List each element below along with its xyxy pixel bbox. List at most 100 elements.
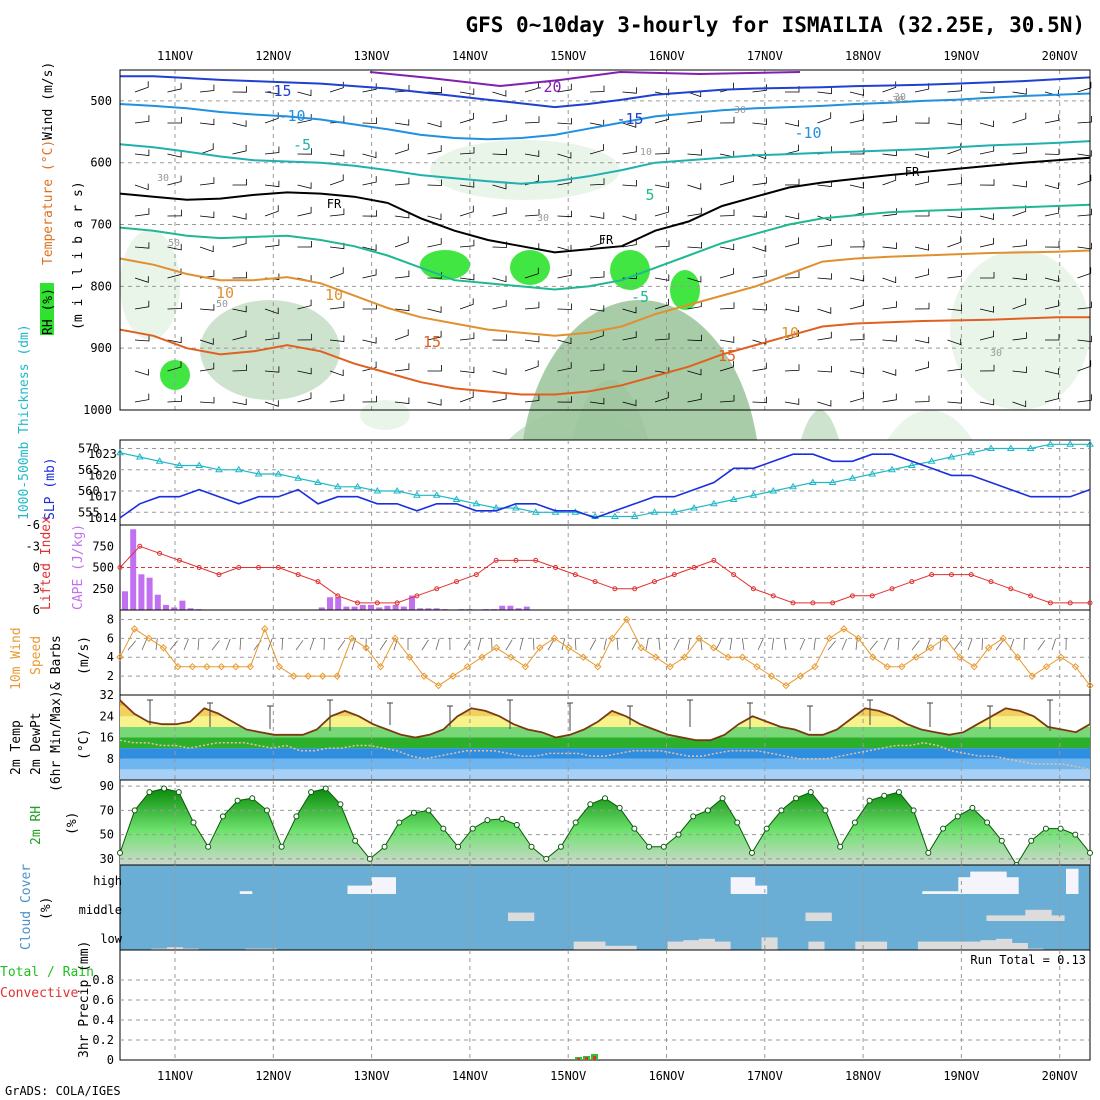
rh2m-point bbox=[396, 819, 403, 826]
rh-contour-label-4: 30 bbox=[892, 95, 904, 106]
thickness-point bbox=[749, 491, 758, 498]
thickness-point bbox=[967, 448, 976, 456]
thickness-point bbox=[907, 461, 916, 468]
rh2m-point bbox=[734, 819, 741, 826]
upper-wind-barb bbox=[589, 397, 605, 405]
cloud-middle-block bbox=[999, 915, 1013, 921]
lifted-index-point bbox=[651, 579, 657, 585]
cloud-middle-block bbox=[805, 912, 819, 921]
upper-wind-barb bbox=[427, 120, 442, 128]
upper-wind-barb bbox=[134, 393, 150, 403]
upper-wind-barb bbox=[232, 179, 247, 186]
upper-wind-barb bbox=[914, 395, 930, 403]
rh-contour-label-2: 50 bbox=[168, 238, 180, 249]
temp-minmax-bar bbox=[387, 702, 393, 725]
rh2m-point bbox=[308, 789, 315, 796]
wind10-barb bbox=[645, 638, 649, 651]
bottom-day-label-19NOV: 19NOV bbox=[943, 1069, 979, 1083]
upper-wind-barb bbox=[687, 207, 702, 217]
upper-wind-barb bbox=[232, 364, 247, 372]
wind10-point bbox=[984, 644, 993, 652]
cape-bar bbox=[392, 604, 399, 610]
rh2m-point bbox=[469, 825, 476, 832]
rh2m-point bbox=[175, 789, 182, 796]
rh2m-point bbox=[234, 797, 241, 804]
wind10-point bbox=[999, 634, 1007, 643]
lifted-index-point bbox=[414, 593, 420, 599]
rh-contour-label-0: 30 bbox=[157, 173, 169, 184]
wind10-point bbox=[1042, 662, 1051, 671]
cloud-low-block bbox=[573, 941, 590, 950]
upper-wind-barb bbox=[492, 90, 507, 97]
isotherm-FR bbox=[119, 156, 1091, 254]
cloud-middle-block bbox=[1038, 909, 1052, 921]
lifted-index-cape-panel: -6 -3 0 3 6 250 500 750 Lifted Index CAPE (J/kg… bbox=[26, 516, 1093, 617]
upper-wind-barb bbox=[849, 113, 864, 124]
upper-wind-barb bbox=[394, 304, 410, 312]
wind10-point bbox=[651, 653, 660, 661]
upper-wind-barb bbox=[167, 302, 182, 310]
upper-wind-barb bbox=[1012, 146, 1027, 155]
upper-wind-barb bbox=[297, 367, 312, 375]
upper-wind-barb bbox=[492, 334, 507, 341]
lifted-index-point bbox=[770, 593, 776, 599]
wind10-barb bbox=[715, 639, 722, 651]
rh2m-point bbox=[190, 819, 197, 826]
rh2m-point bbox=[205, 843, 212, 850]
cloud-high-block bbox=[982, 871, 995, 894]
wind10-point bbox=[724, 653, 732, 661]
upper-wind-barb bbox=[979, 237, 994, 248]
precip-panel: 0 0.2 0.4 0.6 0.8 Run Total = 0.13 Total / R… bbox=[0, 941, 1091, 1067]
cloud-low-block bbox=[871, 941, 888, 950]
rh2m-point bbox=[146, 789, 153, 796]
lifted-index-point bbox=[137, 543, 143, 549]
isotherm-label-5: -5 bbox=[293, 136, 311, 154]
rh2m-point bbox=[602, 795, 608, 802]
upper-wind-barb bbox=[882, 393, 897, 403]
rh-2m-panel: 30 50 70 90 2m RH (%) bbox=[29, 779, 1093, 868]
thickness-point bbox=[1066, 440, 1075, 447]
cape-bars bbox=[122, 529, 530, 610]
cape-bar bbox=[409, 595, 415, 610]
wind10-barb bbox=[197, 637, 200, 651]
upper-wind-barb bbox=[264, 366, 280, 373]
rh2m-point bbox=[910, 807, 917, 814]
upper-wind-barb bbox=[687, 115, 702, 124]
wind10-barb bbox=[1051, 638, 1057, 651]
wind10-point bbox=[420, 672, 428, 680]
wind10-barb bbox=[799, 638, 806, 651]
rh2m-tick-30: 30 bbox=[100, 852, 114, 866]
rh2m-point bbox=[131, 807, 138, 814]
upper-wind-barb bbox=[459, 391, 474, 403]
thickness-tick-565: 565 bbox=[78, 463, 100, 477]
lifted-index-point bbox=[355, 600, 361, 606]
pressure-axis-ticks: 500 600 700 800 900 1000 bbox=[83, 94, 112, 417]
upper-wind-barb bbox=[524, 116, 540, 124]
wind10-barb bbox=[141, 638, 148, 651]
upper-wind-barb bbox=[817, 87, 832, 95]
lifted-index-point bbox=[830, 600, 836, 606]
upper-wind-barb bbox=[947, 363, 962, 372]
upper-wind-barb bbox=[817, 273, 832, 280]
upper-wind-barb bbox=[134, 369, 149, 376]
upper-wind-barb bbox=[914, 117, 930, 124]
li-tick-6: 6 bbox=[33, 603, 40, 617]
cloud-low-label: low bbox=[100, 932, 122, 946]
rh2m-point bbox=[748, 849, 755, 856]
temp-tick-8: 8 bbox=[107, 752, 114, 766]
thickness-point bbox=[413, 491, 421, 498]
upper-wind-barb bbox=[849, 299, 864, 310]
bottom-day-label-15NOV: 15NOV bbox=[550, 1069, 586, 1083]
cloud-low-block bbox=[917, 941, 934, 950]
rh2m-point bbox=[866, 797, 873, 804]
wind10-barb bbox=[658, 638, 661, 651]
wind10-point bbox=[492, 644, 501, 652]
upper-wind-barb bbox=[557, 362, 572, 372]
li-tick--3: -3 bbox=[26, 539, 40, 553]
wind10-barb bbox=[155, 638, 158, 651]
precip-tick-0.8: 0.8 bbox=[92, 973, 114, 987]
thickness-point bbox=[611, 512, 619, 519]
thickness-point bbox=[1026, 444, 1035, 451]
lifted-index-point bbox=[256, 565, 262, 570]
slp-label: SLP (mb) bbox=[43, 457, 58, 520]
